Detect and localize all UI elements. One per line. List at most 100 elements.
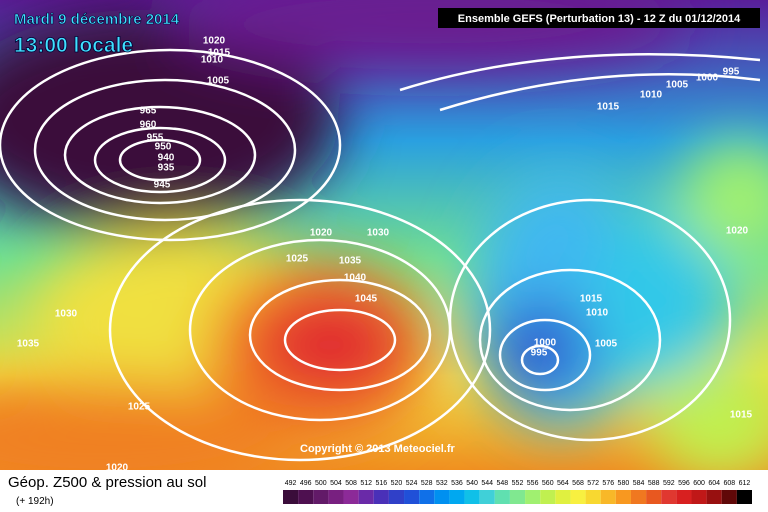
legend-swatch: [585, 490, 601, 504]
isobar-label: 1025: [286, 254, 309, 265]
model-info: Ensemble GEFS (Perturbation 13) - 12 Z d…: [458, 13, 741, 25]
isobar-label: 995: [723, 67, 740, 78]
legend-label: 604: [708, 480, 720, 487]
legend-swatch: [509, 490, 526, 504]
copyright: Copyright © 2013 Meteociel.fr: [300, 443, 456, 455]
isobar-label: 1030: [55, 309, 78, 320]
legend-label: 600: [693, 480, 705, 487]
legend-label: 592: [663, 480, 675, 487]
isobar-label: 1025: [128, 402, 151, 413]
date: Mardi 9 décembre 2014: [14, 11, 180, 28]
legend-label: 492: [285, 480, 297, 487]
map-field: [0, 0, 768, 470]
legend-swatch: [404, 490, 420, 504]
isobar-label: 1000: [696, 73, 719, 84]
legend-swatch: [283, 490, 299, 504]
legend-label: 540: [466, 480, 478, 487]
legend-label: 576: [602, 480, 614, 487]
legend-label: 560: [542, 480, 554, 487]
legend-swatch: [706, 490, 722, 504]
legend-swatch: [661, 490, 677, 504]
legend-label: 528: [421, 480, 433, 487]
legend-swatch: [676, 490, 692, 504]
legend-swatch: [464, 490, 480, 504]
legend-label: 532: [436, 480, 448, 487]
legend-label: 504: [330, 480, 342, 487]
legend-swatch: [540, 490, 556, 504]
isobar-label: 935: [158, 163, 175, 174]
isobar-label: 1015: [597, 102, 620, 113]
time: 13:00 locale: [14, 34, 133, 57]
legend-label: 536: [451, 480, 463, 487]
legend-label: 552: [512, 480, 524, 487]
legend-label: 516: [375, 480, 387, 487]
legend-label: 588: [648, 480, 660, 487]
isobar-label: 1045: [355, 294, 378, 305]
isobar-label: 1040: [344, 273, 367, 284]
legend-swatch: [313, 490, 329, 504]
legend-label: 512: [360, 480, 372, 487]
legend-label: 568: [572, 480, 584, 487]
legend-swatch: [343, 490, 359, 504]
legend-swatch: [328, 490, 344, 504]
legend-label: 608: [723, 480, 735, 487]
isobar-label: 1010: [586, 308, 609, 319]
isobar-label: 1020: [726, 226, 749, 237]
legend-label: 580: [618, 480, 630, 487]
isobar-label: 1020: [203, 36, 226, 47]
legend-swatch: [646, 490, 662, 504]
footer-range: (+ 192h): [16, 496, 54, 507]
legend-swatch: [615, 490, 631, 504]
isobar-label: 1030: [367, 228, 390, 239]
isobar-label: 1010: [201, 55, 224, 66]
isobar-label: 945: [154, 180, 171, 191]
legend-label: 572: [587, 480, 599, 487]
legend-label: 508: [345, 480, 357, 487]
legend-swatch: [479, 490, 495, 504]
isobar-label: 1005: [207, 76, 230, 87]
isobars: [0, 48, 761, 462]
legend-label: 596: [678, 480, 690, 487]
legend-label: 556: [527, 480, 539, 487]
legend-swatch: [691, 490, 707, 504]
legend-swatch: [494, 490, 510, 504]
legend-swatch: [600, 490, 616, 504]
legend-label: 612: [739, 480, 751, 487]
legend-swatch: [525, 490, 541, 504]
legend-swatch: [721, 490, 737, 504]
legend-swatch: [434, 490, 450, 504]
legend-swatch: [358, 490, 374, 504]
isobar-label: 1020: [310, 228, 333, 239]
legend-swatch: [570, 490, 586, 504]
legend-swatch: [298, 490, 314, 504]
legend-label: 584: [633, 480, 645, 487]
legend-label: 564: [557, 480, 569, 487]
legend-label: 548: [497, 480, 509, 487]
isobar-label: 950: [155, 142, 172, 153]
isobar-label: 960: [140, 120, 157, 131]
isobar-label: 1000: [534, 338, 557, 349]
legend-swatch: [555, 490, 571, 504]
legend-swatch: [736, 490, 752, 504]
isobar-label: 965: [140, 106, 157, 117]
isobar-label: 1035: [17, 339, 40, 350]
legend-label: 520: [391, 480, 403, 487]
footer-title: Géop. Z500 & pression au sol: [8, 474, 206, 491]
legend-swatch: [419, 490, 435, 504]
isobar-label: 1015: [208, 48, 231, 59]
isobar-label: 1015: [730, 410, 753, 421]
isobar-label: 1005: [595, 339, 618, 350]
header-box: [438, 8, 760, 28]
isobar-label: 940: [158, 153, 175, 164]
isobar-label: 1010: [640, 90, 663, 101]
isobar-label: 1005: [666, 80, 689, 91]
isobar-label: 1035: [339, 256, 362, 267]
legend-swatch: [630, 490, 647, 504]
legend-label: 500: [315, 480, 327, 487]
legend-swatch: [449, 490, 465, 504]
isobar-label: 1020: [106, 463, 129, 474]
isobar-label: 955: [147, 133, 164, 144]
legend-label: 496: [300, 480, 312, 487]
